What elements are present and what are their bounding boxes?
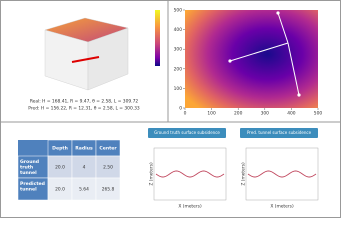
subsidence: Ground truth surface subsidence X (meters… [148,128,319,210]
cell-text: 5.64 [79,187,89,193]
subsidence-curve [155,170,225,178]
x-axis-label: X (meters) [178,204,202,210]
header-cell [18,140,48,156]
page: Real: H = 168.41, R = 9.47, θ = 2.58, L … [0,0,341,218]
x-tick-label: 400 [287,111,296,117]
subsidence-curve [247,170,317,178]
button-label[interactable]: Pred. tunnel surface subsidence [247,130,312,135]
cell-text: 265.8 [102,187,115,193]
button-label[interactable]: Ground truth surface subsidence [154,130,220,135]
cell [95,177,121,201]
y-tick-label: 500 [174,8,183,14]
y-axis-label: Z (meters) [241,162,247,186]
y-tick-label: 400 [174,27,183,33]
cell-text: 20.0 [55,165,65,171]
x-tick-label: 500 [314,111,323,117]
x-tick-label: 300 [261,111,270,117]
table: Depth Radius Center Ground truth tunnel 20.0 4 2… [17,139,121,201]
heatmap-axes: 0 100 200 300 400 500 0 100 200 300 400 500 [174,8,323,117]
button[interactable] [148,128,226,138]
x-tick-label: 0 [184,111,187,117]
tunnel-path [229,12,300,96]
cell-text: 20.0 [55,187,65,193]
pred-params: Pred: H = 156.22, R = 12.31, θ = 2.58, L… [28,106,140,112]
header-text: Center [99,146,117,152]
button[interactable] [240,128,318,138]
real-params: Real: H = 168.41, R = 9.47, θ = 2.58, L … [30,99,139,105]
x-tick-label: 200 [234,111,243,117]
y-axis-label: Z (meters) [149,162,155,186]
plot-frame [153,147,227,201]
row-label: Ground truth tunnel [20,159,39,176]
y-tick-label: 300 [174,47,183,53]
x-axis-label: X (meters) [270,204,294,210]
cell-text: 4 [83,165,86,171]
y-tick-label: 200 [174,66,183,72]
x-tick-label: 100 [207,111,216,117]
markers [228,11,301,97]
cell-text: 2.50 [103,165,113,171]
header-text: Depth [52,146,68,152]
header-text: Radius [75,146,93,152]
y-tick-label: 100 [174,86,183,92]
cube [44,17,129,91]
plot-frame [245,147,319,201]
y-tick-label: 0 [179,106,182,112]
row-label: Predicted tunnel [20,181,45,193]
colorbar [155,10,160,66]
heatmap [185,10,318,108]
